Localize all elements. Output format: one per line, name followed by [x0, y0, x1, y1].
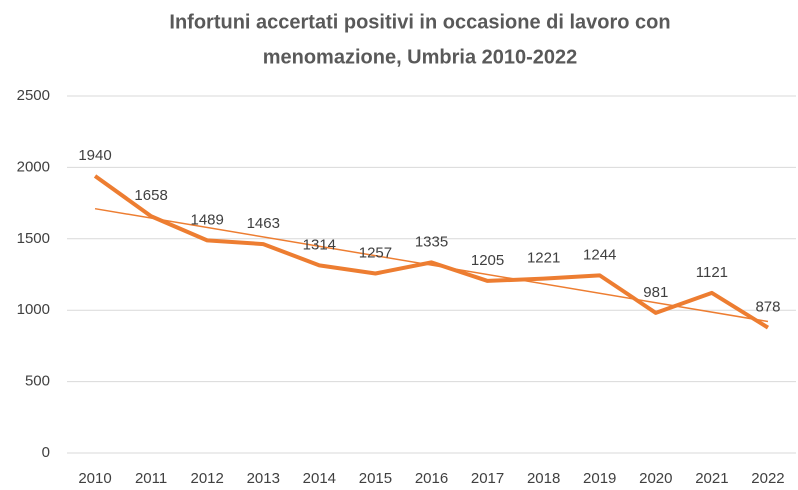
- x-tick-label: 2012: [191, 470, 224, 487]
- data-label: 1940: [78, 147, 111, 164]
- y-tick-label: 500: [25, 373, 50, 390]
- x-tick-label: 2018: [527, 470, 560, 487]
- data-label: 1658: [134, 187, 167, 204]
- data-label: 1244: [583, 246, 616, 263]
- data-label: 878: [755, 299, 780, 316]
- x-tick-label: 2017: [471, 470, 504, 487]
- y-tick-label: 2500: [17, 87, 50, 104]
- y-tick-label: 1000: [17, 301, 50, 318]
- x-tick-label: 2014: [303, 470, 336, 487]
- data-label: 1335: [415, 233, 448, 250]
- x-tick-label: 2019: [583, 470, 616, 487]
- data-line: [93, 174, 770, 330]
- x-tick-label: 2013: [247, 470, 280, 487]
- x-tick-label: 2022: [751, 470, 784, 487]
- data-label: 1463: [247, 215, 280, 232]
- x-tick-label: 2011: [135, 470, 167, 487]
- x-tick-label: 2021: [695, 470, 728, 487]
- x-tick-label: 2015: [359, 470, 392, 487]
- x-tick-label: 2016: [415, 470, 448, 487]
- x-tick-label: 2010: [78, 470, 111, 487]
- chart-title: menomazione, Umbria 2010-2022: [263, 46, 578, 68]
- data-label: 1121: [696, 264, 728, 281]
- data-label: 1205: [471, 252, 504, 269]
- data-label: 1221: [527, 250, 560, 267]
- chart-title: Infortuni accertati positivi in occasion…: [169, 11, 670, 33]
- data-label: 981: [643, 284, 668, 301]
- y-tick-label: 0: [42, 444, 50, 461]
- data-label: 1489: [191, 211, 224, 228]
- data-label: 1314: [303, 236, 336, 253]
- y-tick-label: 2000: [17, 158, 50, 175]
- trendline: [94, 207, 769, 323]
- y-tick-label: 1500: [17, 230, 50, 247]
- data-label: 1257: [359, 244, 392, 261]
- x-tick-label: 2020: [639, 470, 672, 487]
